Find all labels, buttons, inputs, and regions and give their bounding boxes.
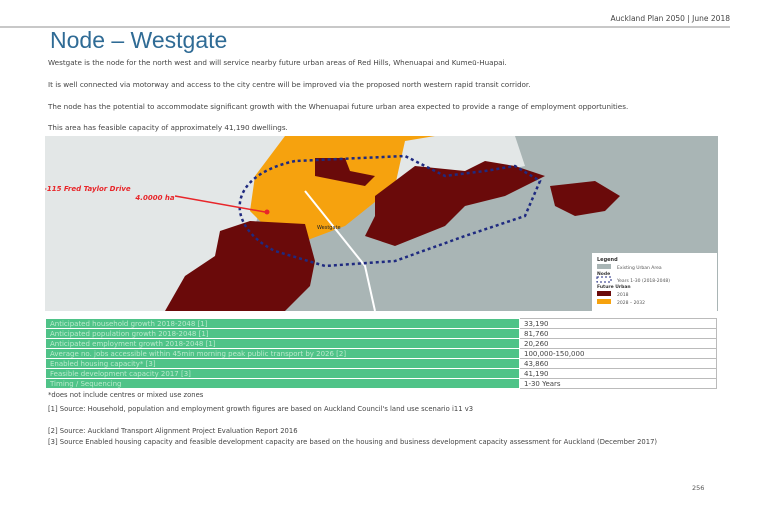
table-row: Average no. jobs accessible within 45min… [45, 348, 717, 359]
row-label: Average no. jobs accessible within 45min… [45, 348, 520, 359]
legend-title: Legend [597, 257, 618, 263]
footnote: *does not include centres or mixed use z… [48, 391, 204, 399]
row-value: 20,260 [519, 338, 717, 349]
row-value: 100,000-150,000 [519, 348, 717, 359]
row-value: 33,190 [519, 318, 717, 329]
future-urban-2018-area [365, 161, 545, 246]
footnote: [1] Source: Household, population and em… [48, 405, 474, 413]
footnote: [3] Source Enabled housing capacity and … [48, 438, 658, 446]
table-row: Anticipated population growth 2018-2048 … [45, 328, 717, 339]
table-row: Anticipated employment growth 2018-2048 … [45, 338, 717, 349]
future-urban-2018-area [315, 158, 375, 186]
legend-node: Years 1-30 (2018-2048) [616, 278, 670, 284]
place-label: Westgate [317, 225, 341, 231]
legend-node-heading: Node [597, 271, 610, 277]
table-row: Anticipated household growth 2018-2048 [… [45, 318, 717, 329]
paragraph: The node has the potential to accommodat… [48, 102, 629, 111]
footnote: [2] Source: Auckland Transport Alignment… [48, 427, 298, 435]
row-label: Enabled housing capacity* [3] [45, 358, 520, 369]
site-marker [264, 209, 270, 215]
row-value: 81,760 [519, 328, 717, 339]
row-label: Timing / Sequencing [45, 378, 520, 389]
map-legend: Legend Existing Urban Area Node Years 1-… [592, 253, 717, 311]
legend-existing: Existing Urban Area [617, 265, 662, 271]
page-header: Auckland Plan 2050 | June 2018 [0, 14, 730, 28]
paragraph: This area has feasible capacity of appro… [48, 123, 288, 132]
future-urban-2028-area [250, 136, 435, 241]
paragraph: It is well connected via motorway and ac… [48, 80, 531, 89]
legend-2028: 2028 – 2032 [617, 300, 645, 306]
site-area-annotation: 4.0000 ha [135, 194, 174, 202]
site-annotation: 113-115 Fred Taylor Drive [45, 185, 131, 193]
motorway [304, 190, 376, 311]
legend-future-heading: Future Urban [597, 284, 631, 290]
row-label: Anticipated employment growth 2018-2048 … [45, 338, 520, 349]
table-row: Enabled housing capacity* [3] 43,860 [45, 358, 717, 369]
page-title: Node – Westgate [50, 27, 228, 53]
table-row: Feasible development capacity 2017 [3] 41… [45, 368, 717, 379]
row-label: Anticipated population growth 2018-2048 … [45, 328, 520, 339]
row-value: 41,190 [519, 368, 717, 379]
annotation-arrow [174, 195, 266, 213]
future-urban-2018-area [550, 181, 620, 216]
paragraph: Westgate is the node for the north west … [48, 58, 507, 67]
westgate-map: 113-115 Fred Taylor Drive 4.0000 ha West… [45, 136, 718, 311]
growth-table: Anticipated household growth 2018-2048 [… [45, 318, 717, 389]
row-label: Anticipated household growth 2018-2048 [… [45, 318, 520, 329]
row-value: 43,860 [519, 358, 717, 369]
table-row: Timing / Sequencing 1-30 Years [45, 378, 717, 389]
legend-2018: 2018 [617, 292, 629, 298]
rural-area [45, 136, 285, 311]
row-label: Feasible development capacity 2017 [3] [45, 368, 520, 379]
future-urban-2018-area [165, 221, 315, 311]
row-value: 1-30 Years [519, 378, 717, 389]
node-boundary [238, 154, 542, 268]
page-number: 256 [692, 484, 705, 492]
